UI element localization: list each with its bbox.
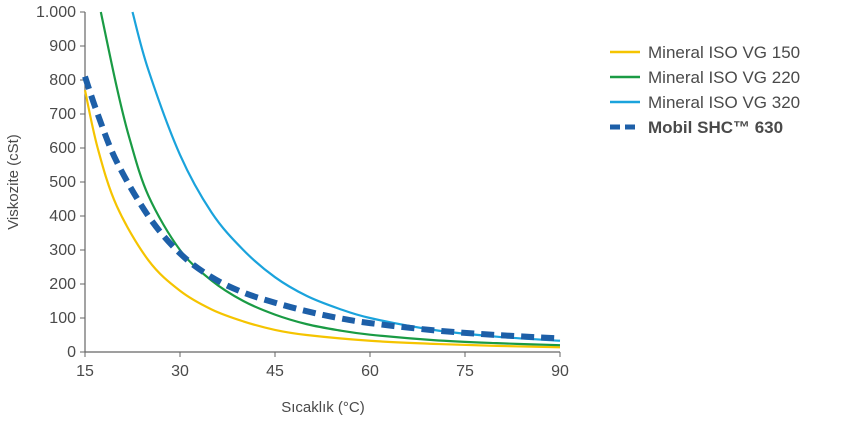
- x-tick-label: 30: [171, 363, 189, 380]
- y-tick-label: 400: [49, 208, 76, 225]
- series-line-1: [83, 89, 561, 349]
- legend-label-4: Mobil SHC™ 630: [648, 118, 783, 137]
- y-tick-label: 900: [49, 38, 76, 55]
- series-line-2: [99, 11, 561, 347]
- axes: [84, 12, 560, 353]
- legend-label-3: Mineral ISO VG 320: [648, 93, 800, 112]
- y-tick-label: 300: [49, 242, 76, 259]
- x-tick-label: 45: [266, 363, 284, 380]
- y-tick-label: 500: [49, 174, 76, 191]
- x-tick-label: 15: [76, 363, 94, 380]
- y-tick-label: 600: [49, 140, 76, 157]
- legend: Mineral ISO VG 150 Mineral ISO VG 220 Mine…: [610, 43, 800, 137]
- tick-labels: 0 100 200 300 400 500 600 700 800 900 1.000 15 30 45 6…: [36, 4, 569, 380]
- y-tick-label: 1.000: [36, 4, 76, 21]
- x-tick-label: 60: [361, 363, 379, 380]
- legend-label-2: Mineral ISO VG 220: [648, 68, 800, 87]
- series-line-4: [82, 75, 561, 342]
- series-line-3: [131, 11, 561, 342]
- y-tick-label: 700: [49, 106, 76, 123]
- y-tick-label: 100: [49, 310, 76, 327]
- y-tick-label: 0: [67, 344, 76, 361]
- x-tick-label: 90: [551, 363, 569, 380]
- x-tick-label: 75: [456, 363, 474, 380]
- y-tick-label: 200: [49, 276, 76, 293]
- legend-label-1: Mineral ISO VG 150: [648, 43, 800, 62]
- x-axis-title: Sıcaklık (°C): [281, 399, 365, 416]
- y-tick-label: 800: [49, 72, 76, 89]
- y-axis-title: Viskozite (cSt): [5, 134, 22, 230]
- series-lines: [82, 11, 561, 349]
